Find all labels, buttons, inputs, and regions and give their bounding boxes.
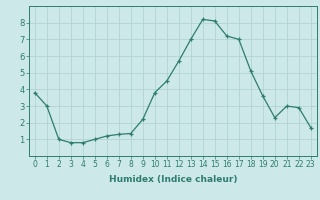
X-axis label: Humidex (Indice chaleur): Humidex (Indice chaleur) <box>108 175 237 184</box>
